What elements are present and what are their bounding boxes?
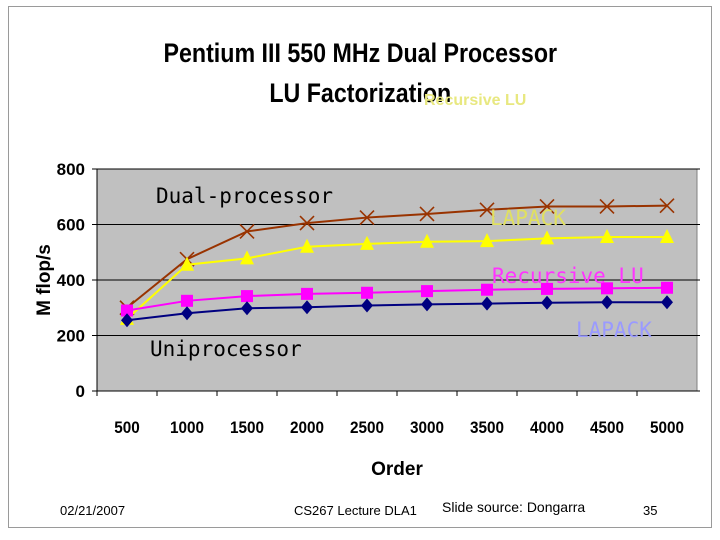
data-point xyxy=(301,300,313,315)
y-tick-label: 600 xyxy=(57,216,85,235)
x-tick-label: 1500 xyxy=(230,418,264,437)
x-tick-label: 4500 xyxy=(590,418,624,437)
x-axis-label: Order xyxy=(371,459,423,480)
uniprocessor-label: Uniprocessor xyxy=(150,337,302,361)
data-point xyxy=(121,313,133,328)
footer-lecture: CS267 Lecture DLA1 xyxy=(294,503,417,518)
x-tick-label: 2000 xyxy=(290,418,324,437)
data-point xyxy=(541,295,553,310)
data-point xyxy=(300,238,314,253)
x-tick-label: 3500 xyxy=(470,418,504,437)
data-point xyxy=(360,235,374,250)
data-point xyxy=(601,282,613,295)
data-point xyxy=(600,228,614,243)
data-point xyxy=(241,290,253,303)
data-point xyxy=(479,202,495,218)
series-square xyxy=(121,281,673,317)
recursive-lu-label: Recursive LU xyxy=(492,264,644,288)
y-axis-label: M flop/s xyxy=(34,244,55,316)
footer-date: 02/21/2007 xyxy=(60,503,126,518)
data-point xyxy=(420,233,434,248)
x-tick-label: 2500 xyxy=(350,418,384,437)
data-point xyxy=(241,301,253,316)
data-point xyxy=(659,198,675,214)
chart-subtitle: LU Factorization xyxy=(269,78,452,108)
y-tick-label: 400 xyxy=(57,271,85,290)
data-point xyxy=(601,295,613,310)
title-overlay-label: Recursive LU xyxy=(424,92,527,109)
x-tick-label: 500 xyxy=(114,418,140,437)
data-point xyxy=(480,233,494,248)
x-tick-label: 5000 xyxy=(650,418,684,437)
data-point xyxy=(301,287,313,300)
data-point xyxy=(181,294,193,307)
data-point xyxy=(181,306,193,321)
data-point xyxy=(660,228,674,243)
page-number: 35 xyxy=(643,503,658,518)
series-x xyxy=(119,198,675,316)
series-line xyxy=(126,301,667,322)
data-point xyxy=(299,215,315,231)
y-tick-label: 0 xyxy=(76,382,85,401)
data-point xyxy=(180,256,194,271)
data-point xyxy=(359,209,375,226)
y-tick-label: 200 xyxy=(57,327,85,346)
lapack-dual-label: LAPACK xyxy=(490,206,566,230)
x-tick-label: 1000 xyxy=(170,418,204,437)
axes xyxy=(92,168,697,396)
x-tick-label: 4000 xyxy=(530,418,564,437)
data-point xyxy=(481,296,493,311)
tick-labels: 0 200 400 600 800 500 1000 1500 2000 2500 3000 3500… xyxy=(34,160,684,480)
series-line xyxy=(126,235,667,320)
data-point xyxy=(361,298,373,313)
data-point xyxy=(539,198,555,215)
data-point xyxy=(541,282,553,295)
dual-processor-label: Dual-processor xyxy=(156,184,334,208)
series-layer xyxy=(119,198,675,328)
footer-source: Slide source: Dongarra xyxy=(442,499,586,515)
slide-frame xyxy=(8,6,712,528)
data-point xyxy=(239,223,255,240)
lapack-uni-label: LAPACK xyxy=(576,318,652,342)
data-point xyxy=(661,295,673,310)
y-tick-label: 800 xyxy=(57,160,85,179)
data-point xyxy=(419,206,435,222)
series-diamond xyxy=(121,295,673,328)
data-point xyxy=(361,286,373,299)
data-point xyxy=(421,297,433,312)
data-point xyxy=(121,304,133,317)
data-point xyxy=(240,250,254,265)
data-point xyxy=(661,281,673,294)
data-point xyxy=(421,285,433,298)
series-line xyxy=(126,204,668,309)
series-line xyxy=(126,286,668,312)
data-point xyxy=(540,230,554,245)
x-tick-label: 3000 xyxy=(410,418,444,437)
data-point xyxy=(481,283,493,296)
chart-title: Pentium III 550 MHz Dual Processor xyxy=(163,38,558,68)
data-point xyxy=(599,198,615,215)
